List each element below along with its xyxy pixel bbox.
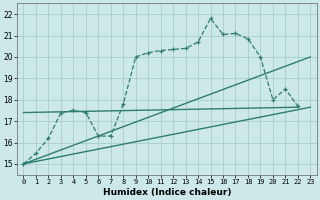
X-axis label: Humidex (Indice chaleur): Humidex (Indice chaleur) xyxy=(103,188,231,197)
